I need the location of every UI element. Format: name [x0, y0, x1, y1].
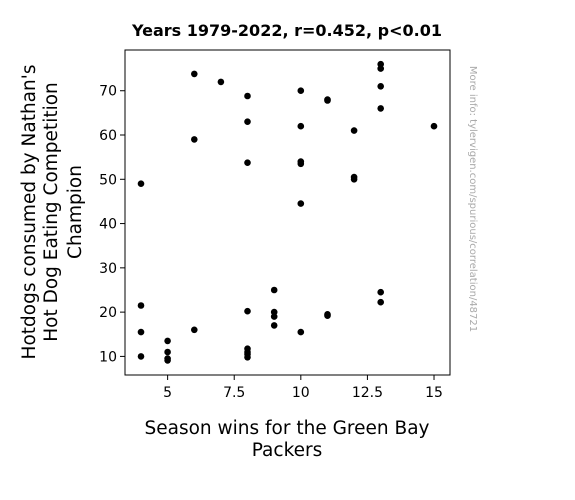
data-points: [137, 60, 438, 364]
x-tick-label: 5: [163, 385, 172, 401]
data-point: [137, 180, 145, 187]
data-point: [191, 70, 198, 78]
data-point: [270, 308, 278, 316]
data-point: [244, 345, 251, 353]
data-point: [191, 326, 198, 334]
x-axis-label-line-1: Season wins for the Green Bay: [145, 418, 430, 439]
data-point: [164, 348, 171, 356]
plot-area: [124, 49, 451, 376]
y-axis-label-line-3: Champion: [65, 165, 86, 259]
data-point: [164, 337, 171, 345]
data-point: [270, 286, 278, 294]
data-point: [350, 173, 358, 181]
data-point: [244, 92, 251, 100]
y-axis-ticks: 10 20 30 40 50 60 70: [99, 84, 125, 365]
data-point: [324, 311, 331, 318]
data-point: [164, 355, 171, 362]
data-point: [297, 87, 305, 94]
y-axis-label-line-1: Hotdogs consumed by Nathan's: [19, 65, 40, 360]
data-point: [297, 328, 305, 336]
data-point: [350, 127, 358, 134]
y-tick-label: 60: [99, 128, 117, 144]
data-point: [244, 307, 251, 315]
data-point: [377, 83, 385, 90]
data-point: [377, 288, 385, 296]
data-point: [244, 159, 251, 166]
data-point: [137, 302, 145, 309]
data-point: [297, 158, 305, 165]
chart-title: Years 1979-2022, r=0.452, p<0.01: [131, 21, 442, 40]
y-tick-label: 70: [99, 84, 117, 100]
y-tick-label: 50: [99, 172, 117, 188]
data-point: [297, 200, 305, 207]
x-tick-label: 10: [292, 385, 310, 401]
x-axis-ticks: 5 7.5 10 12.5 15: [163, 375, 443, 401]
x-tick-label: 15: [425, 385, 443, 401]
data-point: [270, 322, 278, 329]
data-point: [324, 96, 331, 103]
watermark: More info: tylervigen.com/spurious/corre…: [467, 66, 478, 332]
x-tick-label: 12.5: [352, 385, 383, 401]
data-point: [137, 353, 145, 360]
data-point: [377, 105, 385, 112]
y-tick-label: 30: [99, 261, 117, 277]
x-tick-label: 7.5: [223, 385, 245, 401]
data-point: [430, 122, 438, 130]
y-tick-label: 10: [99, 349, 117, 365]
data-point: [137, 328, 145, 336]
data-point: [377, 60, 385, 68]
x-axis-label-line-2: Packers: [252, 440, 323, 461]
data-point: [217, 78, 225, 86]
data-point: [191, 136, 198, 143]
y-tick-label: 20: [99, 305, 117, 321]
data-point: [297, 122, 305, 130]
plot-frame: [124, 49, 451, 376]
y-axis-label-line-2: Hot Dog Eating Competition: [41, 82, 62, 342]
data-point: [244, 118, 251, 125]
y-tick-label: 40: [99, 217, 117, 233]
data-point: [377, 298, 385, 306]
